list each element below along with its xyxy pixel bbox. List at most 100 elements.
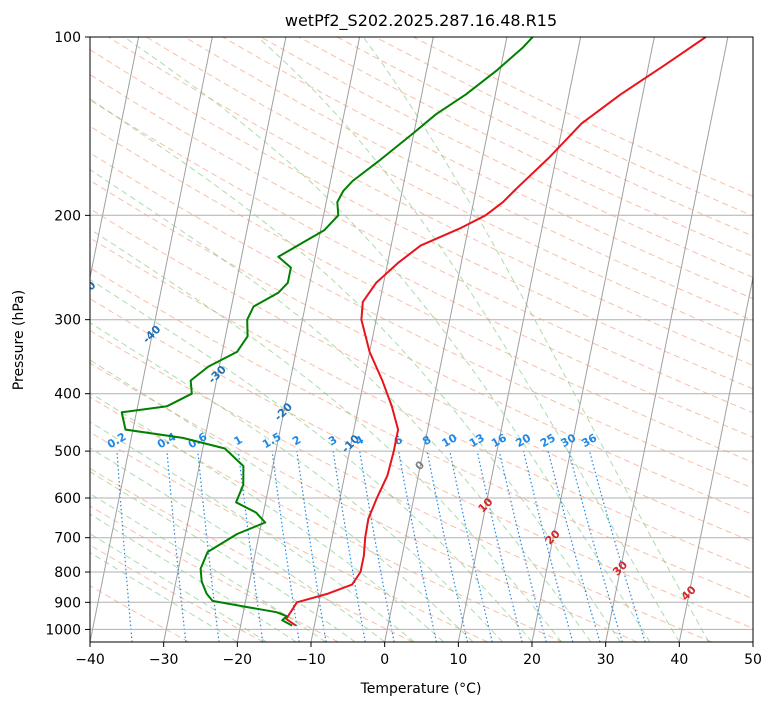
x-tick-label: −10 — [296, 652, 326, 668]
warm-isotherm-label: 40 — [679, 583, 699, 603]
temperature-profile-line — [285, 37, 707, 627]
y-tick-label: 1000 — [45, 622, 81, 638]
dry-adiabat-line — [90, 152, 753, 489]
isotherm-line — [310, 37, 434, 642]
warm-isotherm-label: 20 — [543, 527, 563, 547]
isotherm-line — [90, 37, 213, 642]
isotherm-line — [457, 37, 582, 642]
mixing-ratio-label: 0.4 — [155, 430, 179, 451]
mixing-ratio-label: 36 — [579, 431, 599, 450]
y-tick-label: 200 — [54, 208, 81, 224]
mixing-ratio-line — [197, 451, 220, 642]
moist-adiabat-line — [90, 278, 533, 642]
y-tick-label: 700 — [54, 531, 81, 547]
moist-adiabat-line — [257, 37, 680, 642]
y-tick-label: 900 — [54, 595, 81, 611]
dry-adiabat-line — [90, 267, 753, 600]
isotherm-label: -50 — [75, 278, 98, 301]
mixing-ratio-line — [426, 450, 469, 642]
mixing-ratio-line — [296, 451, 327, 642]
isotherm-label: -40 — [140, 322, 163, 345]
mixing-ratio-line — [568, 450, 623, 642]
moist-adiabat-line — [90, 169, 592, 642]
mixing-ratio-label: 10 — [440, 431, 460, 450]
x-tick-label: 50 — [744, 652, 762, 668]
dry-adiabat-line — [146, 37, 753, 344]
chart-title: wetPf2_S202.2025.287.16.48.R15 — [285, 11, 557, 31]
mixing-ratio-line — [271, 451, 300, 642]
dry-adiabat-line — [90, 125, 753, 463]
dry-adiabat-line — [90, 585, 190, 642]
moist-adiabat-line — [90, 322, 503, 642]
x-tick-label: 20 — [523, 652, 541, 668]
dry-adiabat-line — [90, 73, 753, 414]
isotherm-line — [531, 37, 655, 642]
dry-adiabat-line — [90, 396, 563, 642]
moist-adiabat-line — [90, 533, 268, 642]
dry-adiabat-line — [90, 362, 638, 642]
dry-adiabat-line — [184, 37, 753, 321]
moist-adiabat-line — [90, 359, 474, 642]
mixing-ratio-line — [547, 450, 601, 642]
dry-adiabat-line — [90, 329, 712, 642]
y-tick-label: 300 — [54, 313, 81, 329]
mixing-ratio-line — [398, 450, 437, 642]
mixing-ratio-label: 1.5 — [260, 430, 283, 451]
y-tick-label: 100 — [54, 30, 81, 46]
mixing-ratio-label: 25 — [538, 431, 558, 450]
mixing-ratio-line — [498, 450, 547, 642]
x-axis-ticks: −40 −30 −20 −10 0 10 20 30 40 50 — [75, 642, 762, 668]
y-tick-label: 400 — [54, 387, 81, 403]
dry-adiabat-line — [90, 237, 753, 571]
x-tick-label: −20 — [223, 652, 253, 668]
moist-adiabat-line — [362, 37, 710, 642]
mixing-ratio-label: 2 — [290, 433, 303, 448]
isotherm-line — [605, 37, 729, 642]
isotherm-line — [90, 37, 140, 280]
moist-adiabat-line — [90, 228, 562, 642]
moist-adiabat-line — [90, 98, 621, 642]
x-tick-label: 30 — [597, 652, 615, 668]
isotherm-line — [0, 37, 65, 642]
isotherm-line — [163, 37, 287, 642]
mixing-ratio-label: 20 — [513, 431, 533, 450]
y-tick-label: 800 — [54, 565, 81, 581]
mixing-ratio-line — [588, 450, 646, 642]
dry-adiabat-line — [374, 37, 753, 217]
moist-adiabat-line — [90, 513, 297, 642]
x-tick-label: −30 — [149, 652, 179, 668]
isotherm-line — [384, 37, 508, 642]
mixing-ratio-line — [166, 451, 187, 642]
isotherm-line — [752, 639, 753, 642]
y-axis-label: Pressure (hPa) — [11, 290, 27, 390]
dry-adiabat-line — [90, 505, 339, 642]
isotherm-line — [236, 37, 361, 642]
mixing-ratio-label: 8 — [420, 433, 433, 448]
dry-adiabat-line — [90, 431, 488, 642]
dry-adiabat-line — [90, 179, 753, 516]
isopleth-labels: -100-90-80-70-60-50-40-30-20-100.10.20.4… — [12, 230, 699, 603]
x-tick-label: 10 — [449, 652, 467, 668]
mixing-ratio-line — [116, 451, 133, 642]
mixing-ratio-line — [449, 450, 493, 642]
y-tick-label: 600 — [54, 491, 81, 507]
dry-adiabat-line — [90, 298, 753, 629]
dry-adiabat-line — [90, 49, 753, 390]
plot-frame — [89, 36, 754, 643]
mixing-ratio-line — [522, 450, 574, 642]
mixing-ratio-label: 30 — [559, 431, 579, 450]
dry-adiabat-line — [413, 37, 753, 197]
isotherm-label: -60 — [12, 230, 35, 253]
x-tick-label: −40 — [75, 652, 105, 668]
x-axis-label: Temperature (°C) — [360, 681, 482, 697]
mixing-ratio-label: 3 — [326, 433, 339, 448]
profile-series — [120, 37, 707, 627]
moist-adiabat-line — [90, 392, 444, 642]
mixing-ratio-label: 13 — [467, 431, 487, 450]
mixing-ratio-line — [237, 451, 264, 642]
warm-isotherm-label: 0 — [413, 458, 428, 473]
x-tick-label: 40 — [670, 652, 688, 668]
mixing-ratio-label: 16 — [489, 431, 509, 450]
